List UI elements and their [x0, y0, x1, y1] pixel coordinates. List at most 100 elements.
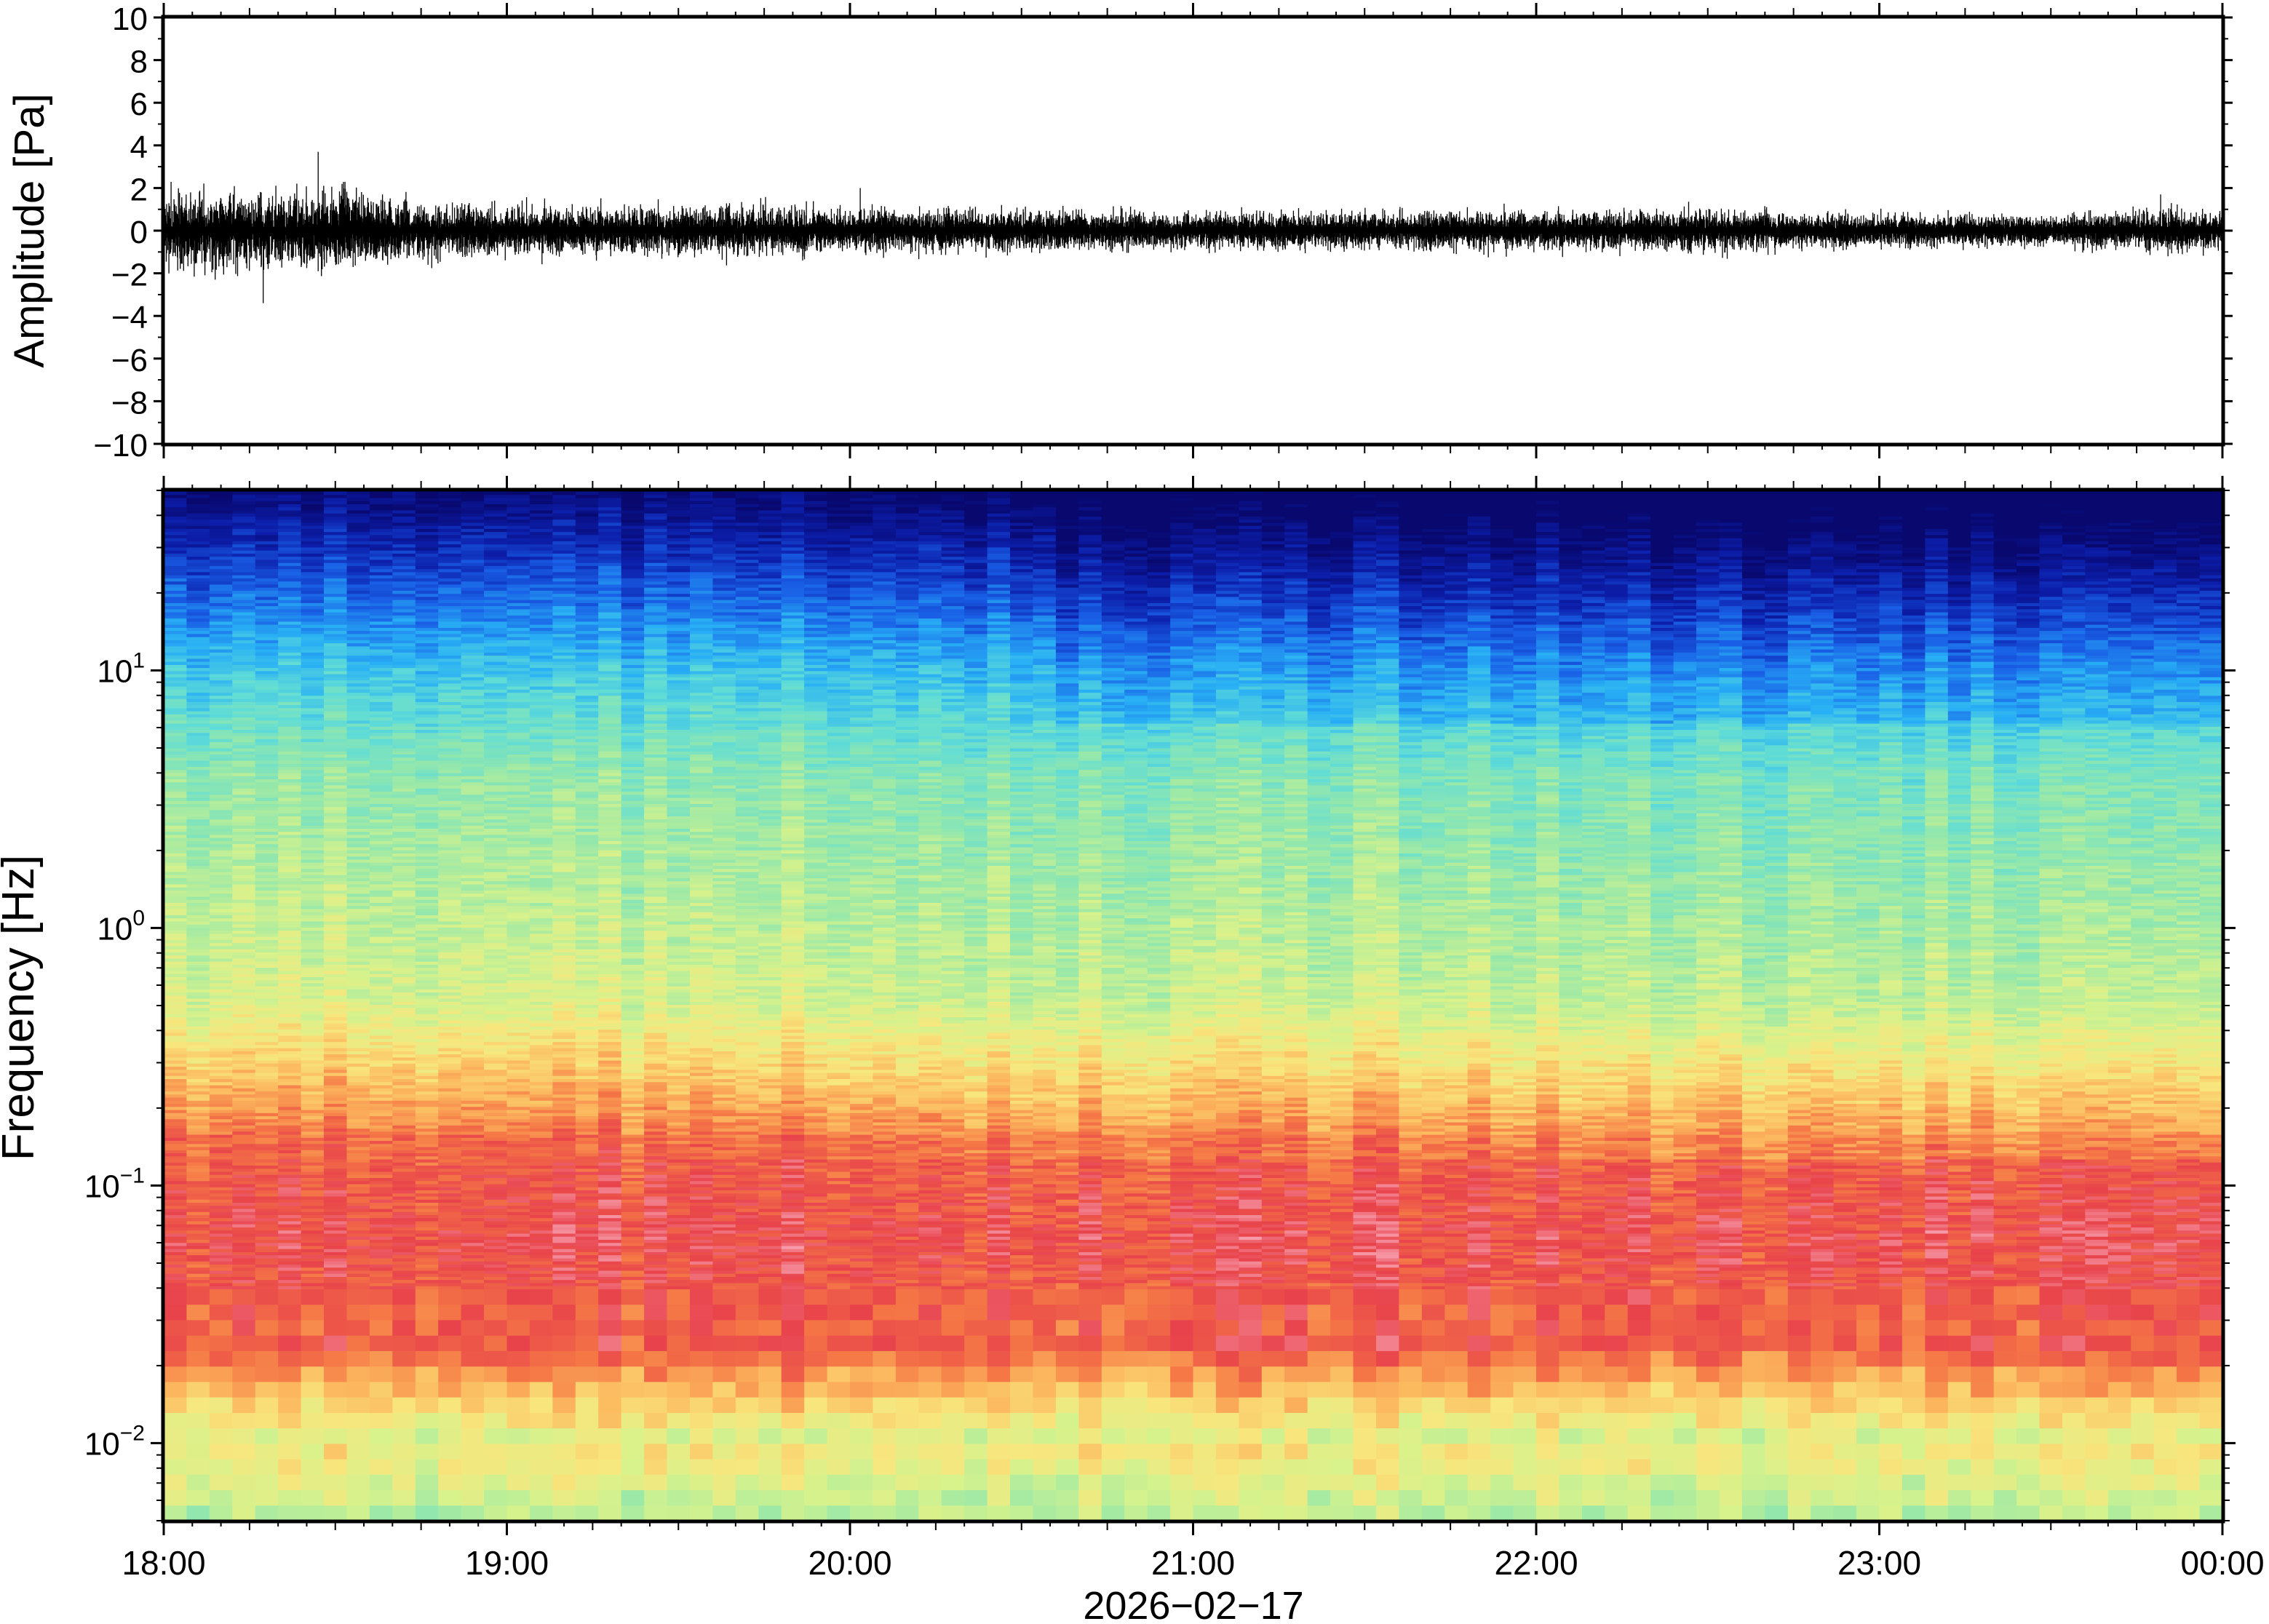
spectrogram-cell: [438, 1134, 461, 1138]
spectrogram-cell: [370, 1249, 393, 1252]
spectrogram-cell: [301, 1104, 325, 1107]
spectrogram-cell: [164, 1116, 187, 1120]
spectrogram-cell: [552, 1017, 576, 1021]
spectrogram-cell: [278, 1214, 301, 1218]
spectrogram-cell: [210, 1261, 233, 1265]
spectrogram-cell: [186, 819, 210, 823]
spectrogram-cell: [416, 983, 439, 987]
spectrogram-cell: [347, 927, 370, 931]
spectrogram-cell: [232, 723, 255, 727]
spectrogram-cell: [507, 569, 531, 573]
spectrogram-cell: [552, 1490, 576, 1506]
spectrogram-cell: [186, 1162, 210, 1166]
spectrogram-cell: [186, 899, 210, 903]
spectrogram-cell: [507, 828, 531, 832]
spectrogram-cell: [255, 1088, 279, 1091]
spectrogram-cell: [278, 989, 301, 992]
spectrogram-cell: [301, 587, 325, 591]
spectrogram-cell: [255, 1490, 279, 1506]
spectrogram-cell: [461, 980, 485, 984]
spectrogram-cell: [416, 516, 439, 520]
spectrogram-cell: [438, 550, 461, 554]
spectrogram-cell: [347, 757, 370, 761]
spectrogram-cell: [461, 1273, 485, 1277]
spectrogram-cell: [278, 1258, 301, 1262]
spectrogram-cell: [301, 671, 325, 674]
spectrogram-cell: [392, 773, 416, 776]
spectrogram-cell: [507, 1224, 531, 1227]
spectrogram-cell: [416, 1239, 439, 1243]
spectrogram-cell: [347, 1428, 370, 1444]
spectrogram-cell: [301, 1060, 325, 1064]
spectrogram-cell: [347, 557, 370, 560]
spectrogram-cell: [370, 832, 393, 835]
spectrogram-cell: [392, 1412, 416, 1428]
spectrogram-cell: [324, 550, 347, 554]
spectrogram-cell: [461, 1144, 485, 1147]
spectrogram-cell: [370, 649, 393, 653]
spectrogram-cell: [530, 1283, 553, 1286]
spectrogram-cell: [392, 931, 416, 934]
spectrogram-cell: [210, 1233, 233, 1237]
spectrogram-cell: [210, 1221, 233, 1225]
spectrogram-cell: [530, 705, 553, 709]
spectrogram-cell: [392, 1276, 416, 1280]
spectrogram-cell: [530, 1270, 553, 1274]
spectrogram-cell: [461, 671, 485, 674]
spectrogram-cell: [164, 976, 187, 980]
spectrogram-cell: [507, 1428, 531, 1444]
spectrogram-cell: [278, 1119, 301, 1123]
spectrogram-cell: [392, 832, 416, 835]
spectrogram-cell: [530, 983, 553, 987]
spectrogram-cell: [438, 1239, 461, 1243]
spectrogram-cell: [301, 949, 325, 952]
spectrogram-cell: [324, 1174, 347, 1178]
spectrogram-cell: [232, 983, 255, 987]
spectrogram-cell: [484, 1107, 507, 1110]
spectrogram-cell: [484, 1320, 507, 1336]
spectrogram-cell: [461, 770, 485, 773]
spectrogram-cell: [484, 1206, 507, 1209]
spectrogram-cell: [164, 828, 187, 832]
spectrogram-cell: [301, 1243, 325, 1246]
spectrogram-cell: [278, 708, 301, 712]
spectrogram-cell: [461, 565, 485, 569]
spectrogram-cell: [278, 1125, 301, 1129]
spectrogram-cell: [210, 924, 233, 928]
spectrogram-cell: [438, 1273, 461, 1277]
spectrogram-cell: [278, 520, 301, 523]
spectrogram-cell: [278, 952, 301, 955]
spectrogram-cell: [370, 949, 393, 952]
spectrogram-cell: [507, 875, 531, 878]
spectrogram-cell: [324, 847, 347, 851]
spectrogram-cell: [278, 594, 301, 597]
spectrogram-cell: [164, 705, 187, 709]
spectrogram-cell: [210, 1162, 233, 1166]
spectrogram-cell: [278, 717, 301, 721]
spectrogram-cell: [438, 520, 461, 523]
spectrogram-cell: [324, 819, 347, 823]
spectrogram-cell: [461, 1100, 485, 1104]
spectrogram-cell: [416, 606, 439, 610]
spectrogram-cell: [347, 646, 370, 650]
spectrogram-cell: [530, 602, 553, 606]
spectrogram-cell: [210, 1264, 233, 1267]
spectrogram-cell: [370, 1193, 393, 1197]
spectrogram-cell: [416, 1038, 439, 1042]
spectrogram-cell: [278, 1193, 301, 1197]
spectrogram-cell: [507, 742, 531, 746]
spectrogram-cell: [324, 856, 347, 860]
spectrogram-cell: [530, 980, 553, 984]
spectrogram-cell: [278, 1112, 301, 1116]
spectrogram-cell: [301, 1125, 325, 1129]
spectrogram-cell: [255, 739, 279, 742]
spectrogram-cell: [164, 1193, 187, 1197]
spectrogram-cell: [347, 693, 370, 696]
spectrogram-cell: [370, 535, 393, 538]
spectrogram-cell: [370, 1085, 393, 1088]
spectrogram-cell: [186, 1174, 210, 1178]
spectrogram-cell: [186, 656, 210, 659]
spectrogram-cell: [164, 1026, 187, 1030]
spectrogram-cell: [507, 989, 531, 992]
spectrogram-cell: [210, 1011, 233, 1014]
